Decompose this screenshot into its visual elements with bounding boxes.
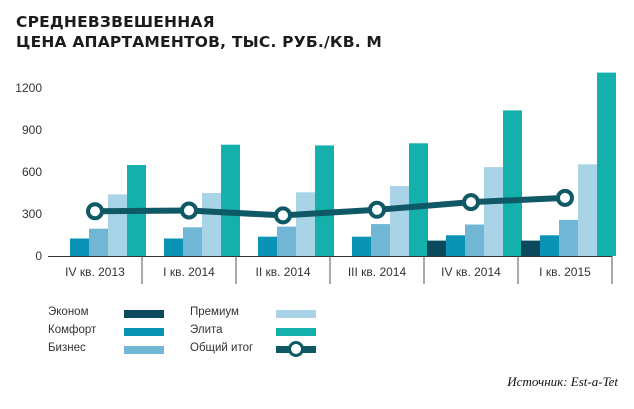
bar-0-4: [427, 240, 446, 256]
bar-4-1: [221, 144, 240, 256]
bar-4-2: [315, 145, 334, 256]
y-tick-label: 0: [35, 249, 42, 263]
y-tick-label: 600: [22, 165, 42, 179]
bar-1-3: [352, 236, 371, 256]
x-tick-label: IV кв. 2013: [65, 265, 125, 279]
bar-1-4: [446, 235, 465, 256]
bar-1-1: [164, 238, 183, 256]
bar-1-2: [258, 236, 277, 256]
bar-0-5: [521, 240, 540, 256]
bar-3-0: [108, 194, 127, 256]
bar-3-1: [202, 193, 221, 256]
total-point-5: [556, 188, 574, 207]
total-line: [94, 194, 566, 219]
total-point-1: [180, 201, 198, 220]
bar-3-4: [484, 167, 503, 256]
chart-title: СРЕДНЕВЗВЕШЕННАЯ ЦЕНА АПАРТАМЕНТОВ, ТЫС.…: [16, 12, 382, 52]
source-note: Источник: Est-a-Tet: [507, 374, 618, 389]
bar-2-2: [277, 226, 296, 256]
x-tick-label: II кв. 2014: [256, 265, 311, 279]
bar-4-5: [597, 72, 616, 256]
total-point-3: [368, 200, 386, 219]
bar-2-3: [371, 224, 390, 256]
bar-2-0: [89, 228, 108, 256]
total-point-2: [274, 206, 292, 225]
bar-2-5: [559, 219, 578, 256]
bar-3-5: [578, 164, 597, 256]
bar-3-2: [296, 192, 315, 256]
total-point-0: [86, 202, 104, 221]
x-tick-label: I кв. 2015: [539, 265, 591, 279]
bar-1-5: [540, 235, 559, 256]
bar-1-0: [70, 238, 89, 256]
y-tick-label: 900: [22, 123, 42, 137]
chart-title-line-1: СРЕДНЕВЗВЕШЕННАЯ: [16, 13, 215, 31]
x-tick-label: I кв. 2014: [163, 265, 215, 279]
total-point-4: [462, 193, 480, 212]
chart-title-line-2: ЦЕНА АПАРТАМЕНТОВ, ТЫС. РУБ./КВ. М: [16, 33, 383, 51]
bar-4-3: [409, 143, 428, 256]
x-tick-label: IV кв. 2014: [441, 265, 501, 279]
x-tick-label: III кв. 2014: [348, 265, 407, 279]
y-tick-label: 300: [22, 207, 42, 221]
y-tick-label: 1200: [15, 81, 42, 95]
bar-2-1: [183, 227, 202, 256]
bar-2-4: [465, 224, 484, 256]
bar-3-3: [390, 186, 409, 256]
bar-4-4: [503, 110, 522, 257]
